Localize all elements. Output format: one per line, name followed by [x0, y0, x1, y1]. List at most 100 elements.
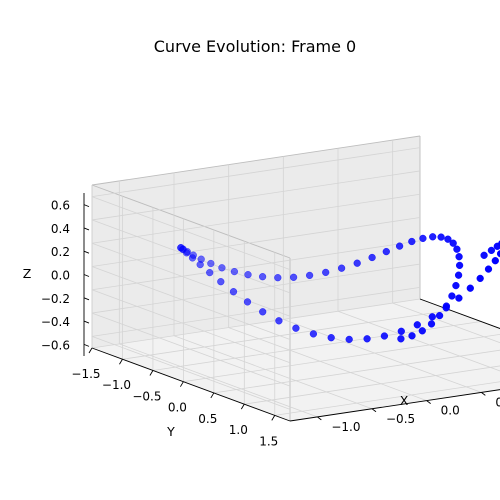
curve-point: [244, 271, 252, 279]
curve-point: [368, 253, 376, 262]
z-grid-back: [91, 193, 421, 244]
z-tick-mark: [83, 274, 90, 277]
curve-point: [243, 298, 252, 306]
y-tick-mark: [271, 415, 276, 421]
curve-points: [177, 233, 500, 344]
curve-point: [418, 327, 426, 335]
z-grid-back: [91, 263, 421, 314]
curve-point: [322, 268, 330, 277]
z-tick-label: −0.2: [41, 292, 70, 306]
y-tick-mark: [149, 370, 154, 376]
curve-point: [229, 288, 238, 296]
curve-point: [327, 334, 335, 342]
curve-point: [309, 330, 318, 338]
curve-point: [218, 264, 226, 272]
curve-point: [480, 251, 488, 259]
curve-point: [455, 253, 463, 261]
curve-point: [476, 274, 484, 283]
curve-point: [454, 271, 463, 279]
curve-point: [382, 247, 390, 256]
curve-point: [206, 268, 214, 277]
curve-point: [429, 233, 437, 241]
z-grid-back: [91, 217, 421, 267]
curve-point: [408, 332, 416, 340]
curve-point: [455, 294, 463, 302]
chart-title: Curve Evolution: Frame 0: [154, 37, 356, 56]
curve-point: [466, 284, 474, 292]
x-tick-mark: [371, 408, 377, 413]
curve-point: [427, 320, 436, 328]
curve-point: [444, 235, 452, 243]
curve-point: [363, 335, 371, 343]
y-tick-label: 1.0: [229, 423, 248, 437]
y-tick-label: −0.5: [132, 389, 161, 403]
y-axis-line: [91, 347, 291, 422]
curve-point: [455, 261, 464, 270]
y-tick-mark: [210, 392, 215, 399]
curve-point: [487, 246, 496, 255]
y-axis-label: Y: [166, 424, 175, 439]
z-tick-mark: [83, 250, 90, 254]
z-tick-mark: [83, 320, 90, 324]
y-grid-floor: [274, 381, 500, 416]
z-grid-back: [91, 170, 421, 221]
y-tick-label: 0.5: [198, 412, 217, 426]
z-grid-back: [91, 240, 421, 291]
z-tick-label: −0.4: [41, 315, 70, 329]
curve-point: [437, 233, 445, 241]
curve-point: [289, 273, 298, 281]
curve-point: [182, 249, 191, 257]
curve-point: [484, 265, 493, 273]
curve-point: [397, 335, 405, 343]
y-grid-floor: [122, 309, 451, 360]
z-grid-back: [91, 286, 421, 337]
curve-point: [380, 332, 389, 340]
curve-point: [449, 239, 457, 247]
pane-edge: [91, 184, 291, 259]
y-grid-floor: [244, 365, 500, 405]
x-grid-floor: [228, 327, 427, 401]
z-tick-mark: [83, 343, 90, 347]
curve-point: [419, 234, 427, 243]
y-axis-line-back: [419, 298, 500, 329]
curve-point: [413, 321, 421, 329]
z-tick-label: −0.6: [41, 338, 70, 352]
x-grid-floor: [119, 343, 318, 418]
z-tick-label: 0.2: [51, 245, 70, 259]
x-grid-floor: [337, 310, 500, 372]
curve-point: [258, 273, 267, 281]
x-grid-floor: [392, 302, 500, 344]
x-tick-mark: [426, 400, 431, 404]
x-grid-floor: [173, 335, 373, 410]
x-tick-label: −1.0: [331, 420, 360, 434]
curve-point: [274, 274, 282, 282]
x-axis-label: X: [400, 393, 409, 408]
z-grid-left: [91, 242, 291, 317]
curve-point: [337, 264, 346, 272]
y-tick-mark: [119, 358, 123, 365]
curve-point: [345, 335, 353, 344]
z-tick-mark: [83, 204, 90, 208]
z-grid-left: [91, 196, 291, 271]
curve-point: [196, 260, 204, 269]
x-grid-floor: [283, 319, 482, 393]
y-tick-label: 0.0: [168, 401, 187, 415]
curve-point: [496, 250, 500, 258]
z-tick-label: 0.0: [51, 269, 70, 283]
z-grid-left: [91, 266, 291, 340]
curve-point: [292, 324, 300, 332]
y-grid-floor: [213, 349, 500, 394]
z-tick-label: 0.6: [51, 199, 70, 213]
z-grid-left: [91, 312, 291, 387]
z-tick-mark: [83, 297, 90, 301]
y-grid-floor: [183, 333, 500, 383]
tick-labels: −1.0−0.50.00.51.01.5−1.5−1.0−0.50.00.51.…: [41, 199, 500, 449]
curve-point: [448, 292, 456, 300]
curve-point: [442, 304, 450, 312]
y-tick-label: −1.5: [71, 367, 100, 381]
y-tick-label: −1.0: [102, 378, 131, 392]
x-tick-label: 0.0: [441, 404, 460, 418]
curve-point: [453, 245, 461, 253]
curve-point: [428, 313, 436, 321]
